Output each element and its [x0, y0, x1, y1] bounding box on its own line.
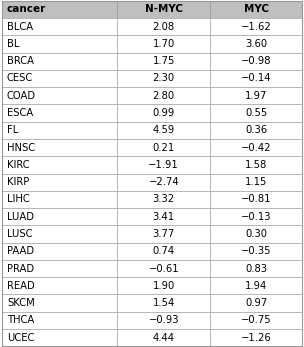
Text: −1.91: −1.91	[148, 160, 179, 170]
Bar	[2, 70, 302, 87]
Text: −1.26: −1.26	[241, 333, 272, 343]
Text: KIRC: KIRC	[7, 160, 29, 170]
Text: HNSC: HNSC	[7, 143, 35, 153]
Text: PAAD: PAAD	[7, 246, 34, 256]
Text: BRCA: BRCA	[7, 56, 34, 66]
Text: ESCA: ESCA	[7, 108, 33, 118]
Bar	[2, 156, 302, 174]
Text: −0.13: −0.13	[241, 212, 271, 222]
Text: −0.14: −0.14	[241, 74, 271, 84]
Text: −0.42: −0.42	[241, 143, 271, 153]
Text: 0.97: 0.97	[245, 298, 268, 308]
Bar	[2, 277, 302, 295]
Bar	[2, 35, 302, 52]
Text: 0.36: 0.36	[245, 125, 267, 135]
Bar	[2, 104, 302, 122]
Text: UCEC: UCEC	[7, 333, 34, 343]
Text: 0.99: 0.99	[153, 108, 175, 118]
Text: LIHC: LIHC	[7, 194, 30, 204]
Text: READ: READ	[7, 281, 35, 291]
Text: −0.75: −0.75	[241, 315, 271, 325]
Bar	[2, 312, 302, 329]
Bar	[2, 139, 302, 156]
Text: 0.55: 0.55	[245, 108, 268, 118]
Text: 4.44: 4.44	[153, 333, 175, 343]
Text: 2.80: 2.80	[153, 91, 175, 101]
Text: 3.60: 3.60	[245, 39, 267, 49]
Text: 3.41: 3.41	[153, 212, 175, 222]
Text: −0.81: −0.81	[241, 194, 271, 204]
Bar	[2, 260, 302, 277]
Text: THCA: THCA	[7, 315, 34, 325]
Text: CESC: CESC	[7, 74, 33, 84]
Text: LUAD: LUAD	[7, 212, 34, 222]
Text: 1.90: 1.90	[153, 281, 175, 291]
Bar	[2, 243, 302, 260]
Bar	[2, 329, 302, 346]
Text: COAD: COAD	[7, 91, 36, 101]
Text: −2.74: −2.74	[148, 177, 179, 187]
Text: −0.93: −0.93	[148, 315, 179, 325]
Text: −0.61: −0.61	[148, 263, 179, 273]
Text: 4.59: 4.59	[153, 125, 175, 135]
Text: −0.35: −0.35	[241, 246, 271, 256]
Text: PRAD: PRAD	[7, 263, 34, 273]
Bar	[2, 208, 302, 225]
Text: 0.21: 0.21	[153, 143, 175, 153]
Bar	[2, 1, 302, 18]
Text: cancer: cancer	[7, 4, 46, 14]
Text: BL: BL	[7, 39, 19, 49]
Text: 3.77: 3.77	[153, 229, 175, 239]
Text: 1.70: 1.70	[153, 39, 175, 49]
Bar	[2, 87, 302, 104]
Text: MYC: MYC	[244, 4, 269, 14]
Bar	[2, 225, 302, 243]
Text: KIRP: KIRP	[7, 177, 29, 187]
Text: FL: FL	[7, 125, 18, 135]
Text: 1.97: 1.97	[245, 91, 268, 101]
Text: 0.30: 0.30	[245, 229, 267, 239]
Text: 1.54: 1.54	[153, 298, 175, 308]
Text: −0.98: −0.98	[241, 56, 271, 66]
Bar	[2, 122, 302, 139]
Text: 1.75: 1.75	[153, 56, 175, 66]
Bar	[2, 52, 302, 70]
Text: 0.83: 0.83	[245, 263, 267, 273]
Text: 2.30: 2.30	[153, 74, 175, 84]
Text: SKCM: SKCM	[7, 298, 35, 308]
Text: 1.15: 1.15	[245, 177, 268, 187]
Bar	[2, 191, 302, 208]
Text: LUSC: LUSC	[7, 229, 33, 239]
Text: 2.08: 2.08	[153, 22, 175, 32]
Text: −1.62: −1.62	[241, 22, 272, 32]
Text: 1.94: 1.94	[245, 281, 268, 291]
Bar	[2, 295, 302, 312]
Bar	[2, 174, 302, 191]
Text: 3.32: 3.32	[153, 194, 175, 204]
Text: 0.74: 0.74	[153, 246, 175, 256]
Text: 1.58: 1.58	[245, 160, 268, 170]
Text: N-MYC: N-MYC	[145, 4, 183, 14]
Bar	[2, 18, 302, 35]
Text: BLCA: BLCA	[7, 22, 33, 32]
